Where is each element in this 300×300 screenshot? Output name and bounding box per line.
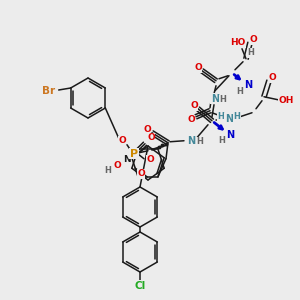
Text: H: H (218, 112, 224, 121)
Text: O: O (187, 115, 195, 124)
Text: O: O (249, 35, 257, 44)
Text: N: N (225, 114, 233, 124)
Text: H: H (248, 48, 254, 57)
Text: H: H (219, 136, 225, 145)
Text: O: O (118, 136, 126, 145)
Text: O: O (268, 73, 276, 82)
Text: O: O (190, 101, 198, 110)
Text: O: O (146, 155, 154, 164)
Text: O: O (194, 63, 202, 72)
Text: Br: Br (42, 86, 55, 96)
Text: HO: HO (230, 38, 246, 47)
Text: P: P (130, 149, 138, 159)
Text: O: O (113, 161, 121, 170)
Text: H: H (196, 137, 203, 146)
Text: Cl: Cl (134, 281, 146, 291)
Text: H: H (105, 166, 111, 175)
Text: O: O (147, 133, 155, 142)
Text: O: O (137, 169, 145, 178)
Text: H: H (237, 87, 243, 96)
Text: H: H (220, 95, 226, 104)
Text: N: N (187, 136, 195, 146)
Text: OH: OH (278, 96, 294, 105)
Text: H: H (234, 112, 240, 121)
Text: N: N (244, 80, 252, 90)
Text: O: O (143, 125, 151, 134)
Text: N: N (211, 94, 219, 104)
Text: N: N (123, 155, 130, 164)
Text: N: N (226, 130, 234, 140)
